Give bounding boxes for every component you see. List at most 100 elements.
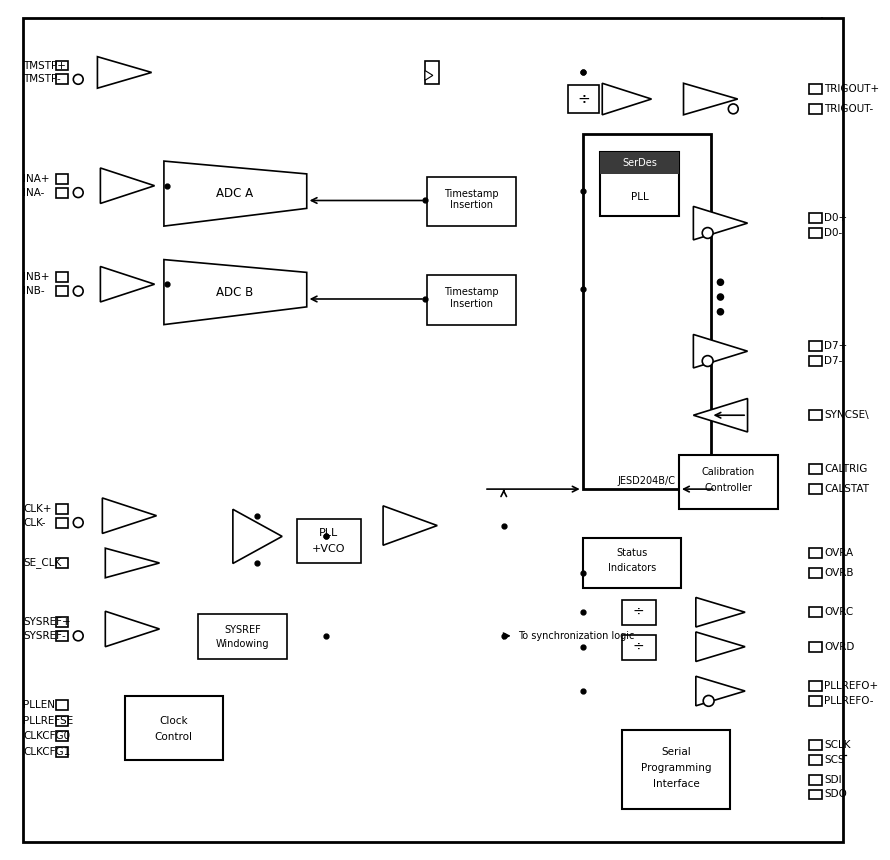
Text: SCS: SCS [824, 755, 845, 765]
Circle shape [703, 696, 714, 706]
Text: SerDes: SerDes [622, 158, 657, 168]
Bar [809, 607, 821, 617]
Text: Calibration: Calibration [701, 467, 755, 477]
Text: SYNCSE\: SYNCSE\ [824, 410, 869, 421]
Text: OVRA: OVRA [824, 548, 853, 558]
Text: Windowing: Windowing [216, 639, 270, 648]
Bar [55, 75, 69, 84]
Text: TMSTP-: TMSTP- [23, 74, 61, 84]
Bar [809, 642, 821, 652]
Bar [809, 464, 821, 475]
Circle shape [702, 228, 713, 238]
Bar [622, 635, 657, 660]
Text: TRIGOUT-: TRIGOUT- [824, 104, 873, 114]
Text: SCLK: SCLK [824, 740, 850, 750]
Text: INA+: INA+ [23, 174, 50, 184]
Text: ÷: ÷ [633, 605, 644, 619]
Polygon shape [105, 548, 159, 578]
Bar [600, 152, 679, 216]
Text: CLKCFG0: CLKCFG0 [23, 731, 70, 741]
Text: OVRB: OVRB [824, 568, 854, 578]
Bar [55, 700, 69, 710]
Circle shape [728, 104, 738, 114]
Text: D0+: D0+ [824, 213, 847, 224]
Bar [427, 177, 515, 226]
Polygon shape [383, 506, 437, 545]
Text: CLKCFG1: CLKCFG1 [23, 747, 70, 757]
Bar [809, 775, 821, 784]
Bar [679, 455, 778, 509]
Text: ADC A: ADC A [216, 187, 254, 200]
Text: To synchronization logic: To synchronization logic [519, 631, 635, 641]
Bar [425, 60, 439, 84]
Bar [55, 174, 69, 184]
Bar [809, 755, 821, 765]
Text: TRIGOUT+: TRIGOUT+ [824, 84, 879, 95]
Bar [809, 548, 821, 558]
Text: OVRD: OVRD [824, 642, 854, 652]
Text: INB-: INB- [23, 286, 44, 296]
Text: CALSTAT: CALSTAT [824, 484, 869, 494]
Text: CALTRIG: CALTRIG [824, 464, 867, 475]
Text: Programming: Programming [641, 763, 711, 773]
Text: D0-: D0- [824, 228, 842, 238]
Circle shape [73, 631, 83, 641]
Bar [55, 631, 69, 641]
Polygon shape [696, 632, 745, 661]
Text: PLLEN: PLLEN [23, 700, 55, 710]
Bar [55, 187, 69, 198]
Text: Control: Control [155, 733, 193, 742]
Bar [55, 60, 69, 71]
Bar [809, 410, 821, 421]
Bar [809, 341, 821, 351]
Text: Clock: Clock [159, 716, 188, 726]
Polygon shape [101, 267, 155, 302]
Text: Controller: Controller [704, 483, 752, 493]
Bar [55, 273, 69, 282]
Text: Indicators: Indicators [608, 563, 656, 573]
Bar [600, 152, 679, 174]
Polygon shape [603, 83, 651, 114]
Bar [622, 600, 657, 625]
Bar [427, 275, 515, 324]
Text: Interface: Interface [652, 778, 700, 789]
Polygon shape [97, 57, 151, 89]
Text: OVRC: OVRC [824, 607, 854, 617]
Text: SYSREF+: SYSREF+ [23, 617, 70, 627]
Text: Insertion: Insertion [449, 200, 493, 211]
Bar [125, 696, 223, 760]
Bar [809, 696, 821, 706]
Bar [583, 538, 681, 587]
Polygon shape [696, 598, 745, 627]
Text: SDI: SDI [824, 775, 842, 784]
Bar [55, 518, 69, 527]
Bar [622, 730, 731, 809]
Bar [809, 484, 821, 494]
Bar [198, 614, 287, 659]
Bar [55, 747, 69, 757]
Polygon shape [696, 676, 745, 706]
Text: +VCO: +VCO [312, 544, 345, 554]
Text: SYSREF: SYSREF [224, 625, 261, 635]
Text: Serial: Serial [661, 747, 691, 757]
Bar [55, 504, 69, 513]
Bar [809, 104, 821, 114]
Polygon shape [684, 83, 738, 114]
Bar [55, 716, 69, 726]
Circle shape [73, 75, 83, 84]
Text: SDO: SDO [824, 789, 846, 800]
Bar [809, 228, 821, 238]
Circle shape [717, 280, 724, 286]
Polygon shape [425, 71, 433, 80]
Bar [809, 213, 821, 223]
Polygon shape [233, 509, 282, 563]
Circle shape [73, 518, 83, 527]
Bar [55, 558, 69, 568]
Bar [809, 356, 821, 366]
Circle shape [717, 309, 724, 315]
Text: Timestamp: Timestamp [444, 188, 498, 199]
Text: Insertion: Insertion [449, 299, 493, 309]
Text: ÷: ÷ [633, 640, 644, 654]
Circle shape [702, 356, 713, 366]
Bar [55, 731, 69, 741]
